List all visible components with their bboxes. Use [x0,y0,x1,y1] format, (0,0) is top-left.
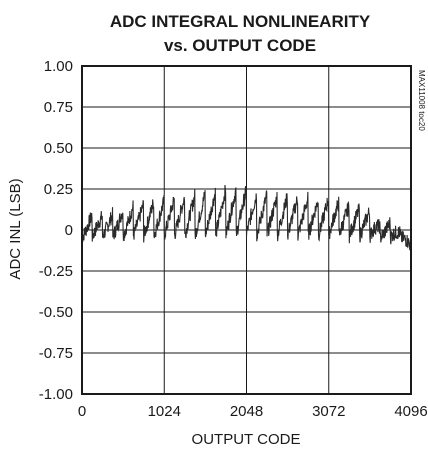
x-tick-label: 0 [78,403,86,420]
chart-id-label: MAX11008 toc20 [417,70,426,131]
grid-lines [82,66,411,394]
y-tick-label: 0 [65,222,73,239]
x-tick-label: 1024 [148,403,181,420]
data-series [81,184,412,251]
plot-frame [81,65,412,395]
chart-subtitle: vs. OUTPUT CODE [164,36,316,55]
x-axis-label: OUTPUT CODE [192,431,301,448]
x-tick-label: 3072 [312,403,345,420]
y-tick-label: -0.25 [39,263,73,280]
inl-series-line [81,184,412,251]
y-axis-label: ADC INL (LSB) [7,178,24,279]
y-tick-label: -1.00 [39,386,73,403]
y-tick-label: 0.50 [44,140,73,157]
x-tick-label: 4096 [394,403,427,420]
y-tick-labels: 1.00 0.75 0.50 0.25 0 -0.25 -0.50 -0.75 -1.00 [39,58,73,403]
x-tick-label: 2048 [230,403,263,420]
chart-title: ADC INTEGRAL NONLINEARITY [110,12,371,31]
y-tick-label: 1.00 [44,58,73,75]
x-tick-labels: 0 1024 2048 3072 4096 [78,403,428,420]
y-tick-label: -0.50 [39,304,73,321]
y-tick-label: 0.25 [44,181,73,198]
y-tick-label: 0.75 [44,99,73,116]
y-tick-label: -0.75 [39,345,73,362]
